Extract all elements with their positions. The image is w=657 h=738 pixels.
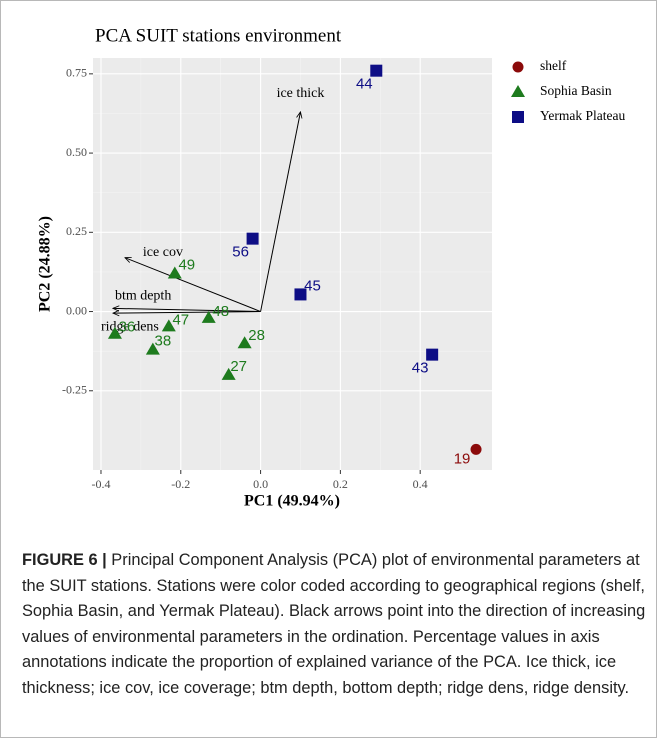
- loading-label: btm depth: [115, 289, 171, 304]
- point: [370, 64, 383, 77]
- legend-marker: [511, 85, 525, 97]
- legend-label: shelf: [540, 58, 567, 73]
- x-axis-label: PC1 (49.94%): [244, 493, 340, 510]
- loading-label: ice cov: [143, 245, 183, 260]
- point-label: 27: [230, 358, 247, 375]
- point-label: 47: [172, 311, 189, 328]
- point: [167, 266, 182, 279]
- point: [201, 310, 216, 323]
- legend-label: Yermak Plateau: [540, 108, 625, 123]
- legend-marker: [512, 111, 524, 123]
- loading-arrow: [113, 312, 261, 314]
- point: [470, 443, 482, 455]
- point-label: 28: [248, 327, 265, 344]
- caption: FIGURE 6 | Principal Component Analysis …: [22, 548, 647, 701]
- point-label: 44: [356, 76, 373, 93]
- point-label: 49: [178, 256, 195, 273]
- y-tick-label: -0.25: [62, 383, 87, 397]
- point: [426, 348, 439, 361]
- point-label: 56: [232, 244, 249, 261]
- legend-marker: [512, 61, 524, 73]
- caption-text: Principal Component Analysis (PCA) plot …: [22, 551, 646, 697]
- point: [221, 367, 236, 380]
- x-tick-label: -0.4: [91, 477, 110, 491]
- legend-label: Sophia Basin: [540, 83, 612, 98]
- x-tick-label: 0.4: [413, 477, 428, 491]
- point: [294, 288, 307, 301]
- point: [107, 326, 122, 339]
- y-tick-label: 0.25: [66, 224, 87, 238]
- loading-arrow: [113, 308, 261, 313]
- point-label: 45: [304, 277, 321, 294]
- chart-title: PCA SUIT stations environment: [95, 25, 342, 46]
- y-tick-label: 0.50: [66, 145, 87, 159]
- y-tick-label: 0.75: [66, 66, 87, 80]
- loading-label: ice thick: [277, 86, 325, 101]
- x-tick-label: 0.0: [253, 477, 268, 491]
- point: [161, 319, 176, 332]
- loading-arrow: [260, 112, 301, 312]
- y-tick-label: 0.00: [66, 303, 87, 317]
- caption-label: FIGURE 6 |: [22, 551, 107, 569]
- point-label: 38: [155, 333, 172, 350]
- point-label: 43: [412, 360, 429, 377]
- loading-arrow: [125, 258, 261, 313]
- x-tick-label: 0.2: [333, 477, 348, 491]
- x-tick-label: -0.2: [171, 477, 190, 491]
- point-label: 19: [454, 450, 471, 467]
- point: [237, 336, 252, 349]
- point-label: 48: [212, 303, 229, 320]
- plot-panel: [93, 58, 492, 470]
- point: [145, 342, 160, 355]
- y-axis-label: PC2 (24.88%): [37, 216, 54, 312]
- point: [246, 232, 259, 245]
- point-label: 36: [119, 319, 136, 336]
